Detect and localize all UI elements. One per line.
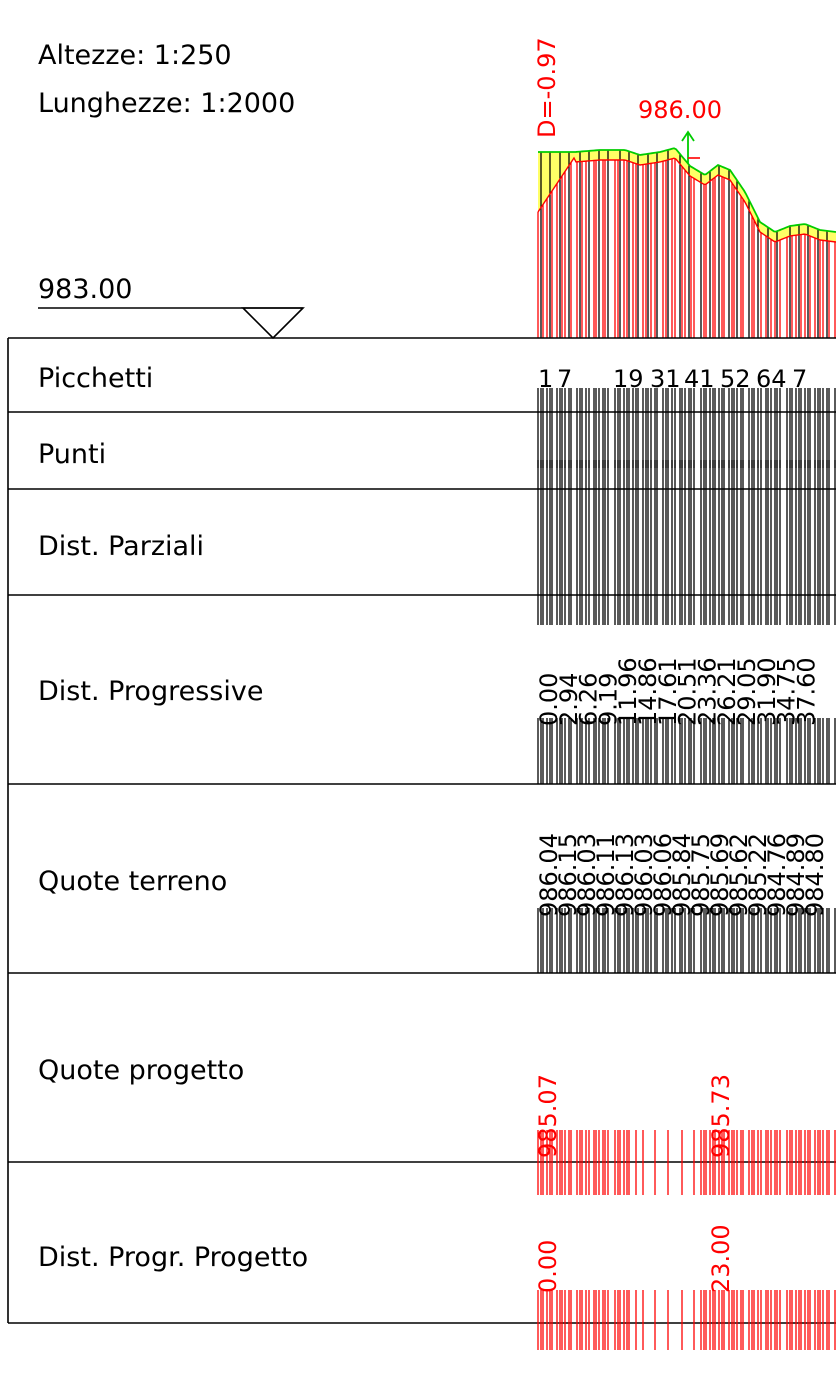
design-line: [537, 156, 836, 243]
heights-scale: Altezze: 1:250: [38, 40, 232, 71]
row-label-dist-progr-progetto: Dist. Progr. Progetto: [38, 1242, 308, 1273]
picchetti-label: 1: [538, 365, 553, 393]
dist-progressive-values: 0.002.946.269.1911.9614.8617.6120.5123.3…: [535, 657, 836, 784]
value-label: 985.22: [744, 833, 772, 917]
picchetti-label: 7: [792, 365, 807, 393]
value-label: 37.60: [792, 657, 820, 726]
value-label: 34.75: [773, 657, 801, 726]
elevation-top-label: 986.00: [638, 96, 722, 124]
row-label-picchetti: Picchetti: [38, 363, 153, 394]
value-label: 31.90: [753, 657, 781, 726]
value-label: 29.05: [733, 657, 761, 726]
value-label: 986.04: [535, 833, 563, 917]
row-label-punti: Punti: [38, 439, 106, 470]
value-label: 14.86: [634, 657, 662, 726]
picchetti-label: 64: [756, 365, 787, 393]
value-label: 0.00: [535, 673, 563, 726]
value-label: 23.36: [693, 657, 721, 726]
punti-ticks: [537, 412, 836, 489]
picchetti-label: 31: [650, 365, 681, 393]
cut-fill-area: [538, 148, 836, 242]
picchetti-values: 1 7 19 31 41 52 64 7: [537, 365, 836, 412]
dist-progr-progetto-values: 0.00 23.00: [534, 1224, 836, 1350]
profile-bars: [537, 147, 836, 338]
row-label-dist-progressive: Dist. Progressive: [38, 676, 263, 707]
value-label: 986.13: [611, 833, 639, 917]
picchetti-label: 19: [613, 365, 644, 393]
value-label: 17.61: [654, 657, 682, 726]
dist-parziali-ticks: [537, 489, 836, 625]
value-label: 984.89: [782, 833, 810, 917]
value-label: 986.06: [649, 833, 677, 917]
picchetti-label: 52: [720, 365, 751, 393]
value-label: 985.07: [534, 1074, 562, 1158]
picchetti-label: 7: [557, 365, 572, 393]
value-label: 985.62: [725, 833, 753, 917]
value-label: 985.75: [687, 833, 715, 917]
value-label: 26.21: [713, 657, 741, 726]
value-label: 986.03: [630, 833, 658, 917]
row-label-quote-progetto: Quote progetto: [38, 1055, 244, 1086]
value-label: 11.96: [614, 657, 642, 726]
value-label: 984.80: [801, 833, 829, 917]
value-label: 23.00: [707, 1224, 735, 1293]
value-label: 2.94: [555, 673, 583, 726]
value-label: 9.19: [594, 673, 622, 726]
data-table: [7, 337, 836, 1324]
datum-triangle-icon: [241, 307, 305, 340]
value-label: 985.73: [707, 1074, 735, 1158]
value-label: 6.26: [575, 673, 603, 726]
picchetti-label: 41: [684, 365, 715, 393]
lengths-scale: Lunghezze: 1:2000: [38, 88, 295, 119]
value-label: 985.69: [706, 833, 734, 917]
value-label: 986.11: [592, 833, 620, 917]
row-label-quote-terreno: Quote terreno: [38, 866, 227, 897]
value-label: 984.76: [763, 833, 791, 917]
datum-elevation: 983.00: [38, 274, 132, 305]
value-label: 986.15: [554, 833, 582, 917]
value-label: 986.03: [573, 833, 601, 917]
offset-label: D=-0.97: [533, 37, 561, 138]
row-label-dist-parziali: Dist. Parziali: [38, 531, 204, 562]
value-label: 20.51: [674, 657, 702, 726]
quote-progetto-values: 985.07 985.73: [534, 1074, 836, 1195]
value-label: 985.84: [668, 833, 696, 917]
quote-terreno-values: 986.04986.15986.03986.11986.13986.03986.…: [535, 833, 836, 973]
value-label: 0.00: [534, 1240, 562, 1293]
ground-line: [538, 147, 836, 233]
